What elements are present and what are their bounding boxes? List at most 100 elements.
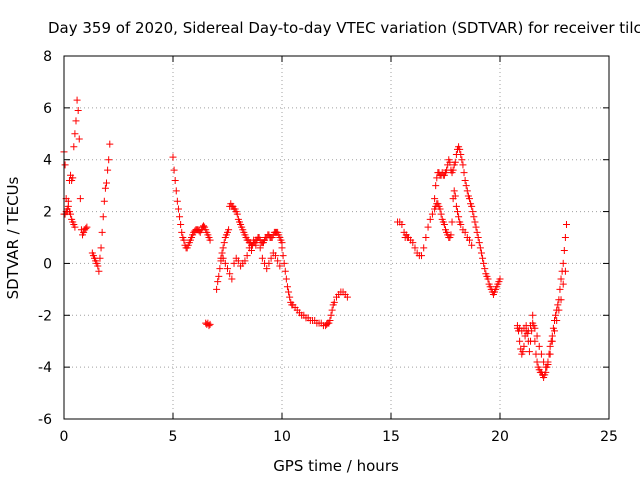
data-point <box>177 221 185 229</box>
data-point <box>453 208 461 216</box>
data-point <box>428 210 436 218</box>
data-point <box>496 275 504 283</box>
data-point <box>254 234 262 241</box>
axis-ticks: 0 5 10 15 20 25 -6 -4 -2 0 2 4 6 8 <box>38 49 618 445</box>
data-point <box>451 158 459 166</box>
y-tick-label: 2 <box>43 205 52 221</box>
data-point <box>176 213 184 221</box>
data-point <box>544 361 552 369</box>
y-tick-label: 6 <box>43 101 52 117</box>
data-point <box>437 210 445 218</box>
data-point <box>219 254 227 262</box>
data-point <box>70 143 78 151</box>
data-point <box>228 275 236 283</box>
data-point <box>458 156 466 164</box>
series-seg1-low <box>60 202 79 231</box>
data-point <box>529 319 537 327</box>
data-point <box>546 342 554 350</box>
data-point <box>559 280 567 288</box>
data-point <box>448 218 456 226</box>
data-point <box>281 267 289 275</box>
x-tick-label: 25 <box>600 429 618 445</box>
data-point <box>220 239 228 247</box>
series-seg3-outliers <box>202 319 214 330</box>
data-point <box>73 96 81 104</box>
data-point <box>169 153 177 161</box>
data-point <box>274 257 282 265</box>
y-tick-label: 4 <box>43 153 52 169</box>
plot-frame <box>63 55 610 420</box>
data-point <box>533 358 541 366</box>
data-point <box>552 311 560 319</box>
y-tick-label: 0 <box>43 256 52 272</box>
data-point <box>71 223 79 231</box>
data-point <box>471 218 479 226</box>
data-point <box>178 228 186 236</box>
data-point <box>452 202 460 210</box>
data-point <box>234 257 242 265</box>
y-tick-label: -2 <box>38 308 52 324</box>
series-seg7 <box>513 221 570 382</box>
data-point <box>61 161 69 169</box>
data-point <box>83 223 91 231</box>
data-point <box>278 244 286 252</box>
series-seg2 <box>88 140 114 275</box>
data-point <box>418 252 426 260</box>
x-tick-label: 20 <box>491 429 509 445</box>
data-point <box>461 228 469 236</box>
data-point <box>267 254 275 262</box>
data-point <box>250 236 258 244</box>
data-point <box>243 252 251 260</box>
data-point <box>247 246 255 254</box>
data-point <box>263 265 271 273</box>
data-points <box>60 96 570 382</box>
data-point <box>556 285 564 293</box>
data-point <box>457 151 465 159</box>
data-point <box>276 262 284 270</box>
series-seg6 <box>394 187 476 260</box>
data-point <box>280 259 288 267</box>
x-tick-label: 0 <box>60 429 69 445</box>
data-point <box>537 350 545 358</box>
data-point <box>174 205 182 213</box>
data-point <box>462 182 470 190</box>
data-point <box>548 337 556 345</box>
data-point <box>450 187 458 195</box>
data-point <box>546 350 554 358</box>
data-point <box>456 145 464 153</box>
data-point <box>173 197 181 205</box>
data-point <box>326 316 334 324</box>
x-tick-label: 5 <box>169 429 178 445</box>
x-tick-label: 10 <box>273 429 291 445</box>
data-point <box>481 265 489 273</box>
data-point <box>516 337 524 345</box>
data-point <box>206 236 214 244</box>
data-point <box>472 223 480 231</box>
data-point <box>420 244 428 252</box>
data-point <box>465 236 473 244</box>
data-point <box>457 221 465 229</box>
data-point <box>557 296 565 304</box>
data-point <box>82 224 90 232</box>
data-point <box>557 275 565 283</box>
data-point <box>285 288 293 296</box>
data-point <box>398 221 406 229</box>
data-point <box>282 275 290 283</box>
data-point <box>226 270 234 278</box>
data-point <box>94 262 102 270</box>
data-point <box>461 176 469 184</box>
data-point <box>252 241 260 249</box>
series-seg3 <box>169 153 214 252</box>
data-point <box>473 228 481 236</box>
series-seg4-lower <box>217 234 284 283</box>
data-point <box>409 239 417 247</box>
data-point <box>74 106 82 114</box>
data-point <box>96 254 104 262</box>
data-point <box>170 166 178 174</box>
series-seg5 <box>278 244 351 330</box>
y-tick-label: -4 <box>38 360 52 376</box>
data-point <box>286 293 294 301</box>
data-point <box>524 327 532 335</box>
data-point <box>468 202 476 210</box>
